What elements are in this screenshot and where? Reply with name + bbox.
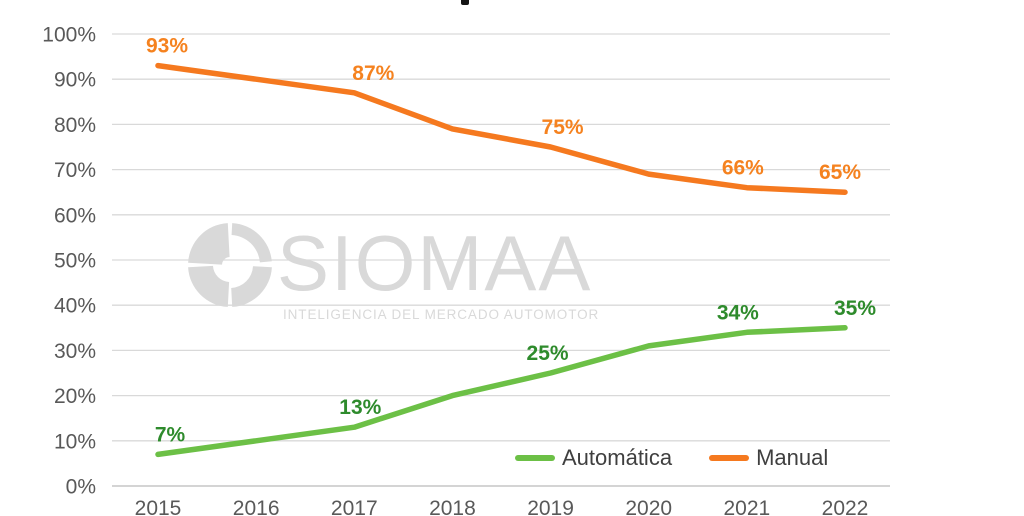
watermark-logo-icon (231, 223, 272, 263)
cropped-title-fragment (461, 0, 469, 5)
data-label-manual-2017: 87% (352, 62, 394, 85)
data-label-automática-2019: 25% (527, 342, 569, 365)
data-label-manual-2019: 75% (542, 116, 584, 139)
y-tick-label: 20% (54, 385, 96, 408)
x-tick-label: 2019 (527, 497, 574, 516)
data-label-manual-2022: 65% (819, 161, 861, 184)
y-tick-label: 50% (54, 250, 96, 273)
watermark-logo-icon (188, 265, 230, 307)
y-tick-label: 10% (54, 430, 96, 453)
data-label-manual-2015: 93% (146, 35, 188, 58)
y-tick-label: 0% (66, 476, 96, 499)
series-line-automática (155, 325, 848, 458)
y-tick-label: 90% (54, 69, 96, 92)
y-tick-label: 100% (42, 24, 96, 47)
data-label-automática-2015: 7% (155, 423, 186, 446)
x-tick-label: 2016 (233, 497, 280, 516)
legend-label: Manual (756, 445, 829, 470)
series-line-manual (155, 62, 848, 195)
watermark-tagline: INTELIGENCIA DEL MERCADO AUTOMOTOR (283, 307, 599, 322)
legend-label: Automática (562, 445, 673, 470)
legend-swatch-icon (515, 455, 555, 461)
legend-swatch-icon (709, 455, 750, 461)
watermark-logo-icon (188, 223, 230, 265)
x-tick-label: 2021 (723, 497, 770, 516)
x-tick-label: 2022 (822, 497, 869, 516)
legend-item-automática: Automática (515, 445, 672, 471)
watermark-logo-icon (231, 266, 272, 307)
y-tick-label: 60% (54, 204, 96, 227)
data-label-automática-2021: 34% (717, 301, 759, 324)
legend: Automática Manual (515, 445, 828, 471)
watermark-brand: SIOMAA (277, 219, 592, 307)
y-tick-label: 70% (54, 159, 96, 182)
x-tick-label: 2020 (625, 497, 672, 516)
x-tick-label: 2018 (429, 497, 476, 516)
y-tick-label: 30% (54, 340, 96, 363)
y-tick-label: 80% (54, 114, 96, 137)
x-tick-label: 2015 (135, 497, 182, 516)
x-tick-label: 2017 (331, 497, 378, 516)
data-label-manual-2021: 66% (722, 157, 764, 180)
y-tick-label: 40% (54, 295, 96, 318)
data-label-automática-2017: 13% (339, 396, 381, 419)
data-label-automática-2022: 35% (834, 297, 876, 320)
legend-item-manual: Manual (709, 445, 828, 471)
